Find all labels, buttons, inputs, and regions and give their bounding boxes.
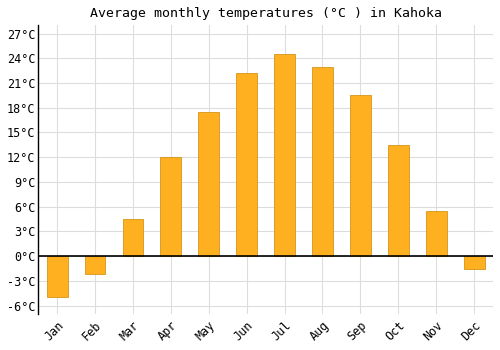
Bar: [198, 112, 219, 256]
Bar: [312, 66, 333, 256]
Bar: [160, 157, 182, 256]
Bar: [236, 73, 257, 256]
Bar: [426, 211, 446, 256]
Bar: [350, 95, 371, 256]
Bar: [122, 219, 144, 256]
Title: Average monthly temperatures (°C ) in Kahoka: Average monthly temperatures (°C ) in Ka…: [90, 7, 442, 20]
Bar: [274, 54, 295, 256]
Bar: [388, 145, 408, 256]
Bar: [464, 256, 484, 268]
Bar: [84, 256, 105, 274]
Bar: [47, 256, 68, 298]
